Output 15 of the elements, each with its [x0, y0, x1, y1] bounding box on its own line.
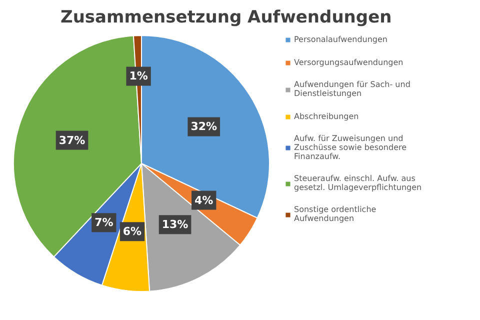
legend-label: Aufwendungen für Sach- und Dienstleistungen — [294, 80, 412, 98]
legend-label: Abschreibungen — [294, 111, 360, 121]
legend-label: Steueraufw. einschl. Aufw. aus gesetzl. Umlageverpflichtungen — [294, 174, 423, 192]
data-label: 1% — [129, 70, 148, 83]
legend-label: Sonstige ordentliche Aufwendungen — [294, 205, 378, 223]
data-label: 37% — [58, 134, 86, 147]
data-label: 7% — [94, 216, 114, 230]
data-label: 6% — [122, 225, 142, 238]
data-label: 4% — [194, 194, 214, 207]
chart-title: Zusammensetzung Aufwendungen — [60, 8, 392, 28]
legend-label: Versorgungsaufwendungen — [294, 57, 404, 67]
data-label: 32% — [190, 120, 218, 134]
legend-label: Personalaufwendungen — [294, 34, 388, 44]
data-label: 13% — [162, 218, 188, 232]
legend-label: Aufw. für Zuweisungen und Zuschüsse sowie besondere Finanzaufw. — [294, 134, 408, 161]
